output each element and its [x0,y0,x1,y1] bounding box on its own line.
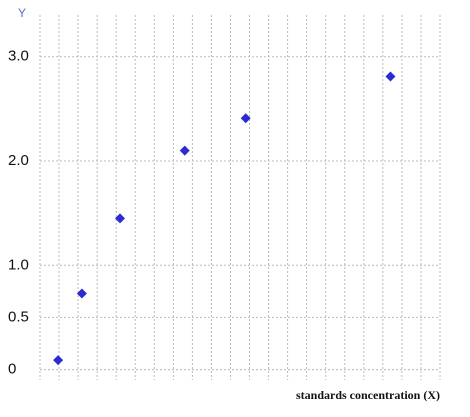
y-tick-label: 1.0 [8,256,29,273]
data-point [179,145,190,156]
data-point [76,288,87,299]
y-tick-label: 0 [8,361,16,378]
data-point [115,213,125,224]
y-tick-label: 0.5 [8,308,29,325]
y-tick-label: 3.0 [8,48,29,65]
y-tick-label: 2.0 [8,152,29,169]
data-point [385,71,396,82]
y-axis-label: Y [18,6,26,20]
x-axis-label: standards concentration (X) [296,388,440,402]
data-point [53,355,64,366]
data-point [240,113,251,124]
